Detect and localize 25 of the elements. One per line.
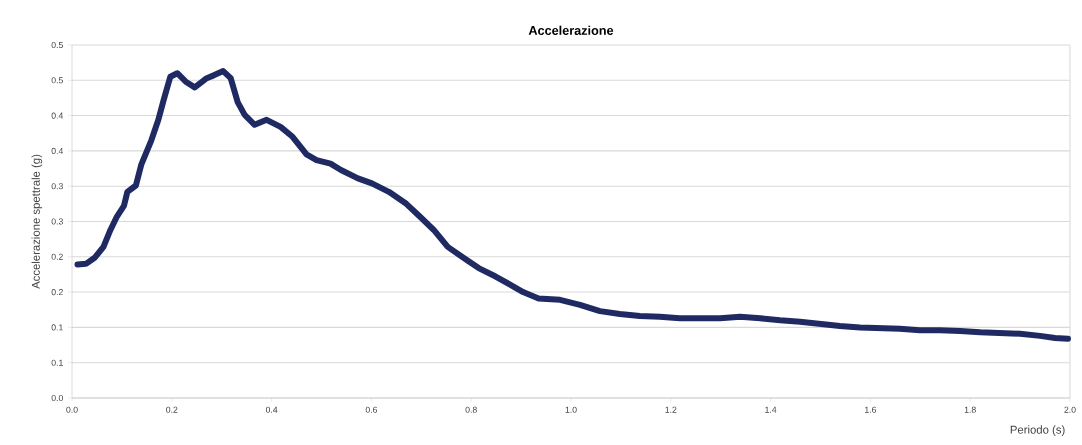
x-tick-label: 0.6 — [365, 406, 378, 413]
y-tick-label: 0.1 — [51, 324, 63, 331]
y-tick-label: 0.4 — [51, 112, 64, 119]
y-tick-label: 0.1 — [51, 359, 63, 366]
x-tick-label: 1.8 — [964, 406, 976, 413]
x-tick-label: 1.0 — [565, 406, 577, 413]
x-axis-title: Periodo (s) — [1010, 425, 1065, 436]
y-tick-label: 0.4 — [51, 147, 64, 154]
x-tick-label: 0.0 — [66, 406, 78, 413]
y-tick-label: 0.3 — [51, 183, 63, 190]
x-tick-label: 0.2 — [166, 406, 178, 413]
x-tick-label: 2.0 — [1064, 406, 1076, 413]
chart-title: Accelerazione — [528, 25, 614, 35]
x-tick-label: 0.8 — [465, 406, 477, 413]
y-tick-label: 0.0 — [51, 394, 63, 402]
x-tick-label: 1.2 — [665, 406, 677, 413]
y-tick-label: 0.2 — [51, 289, 63, 296]
y-tick-label: 0.3 — [51, 218, 63, 225]
y-tick-label: 0.2 — [51, 253, 63, 260]
x-tick-label: 1.6 — [865, 406, 877, 413]
x-tick-label: 1.4 — [765, 406, 777, 413]
x-tick-label: 0.4 — [265, 406, 278, 413]
y-tick-label: 0.5 — [51, 77, 63, 84]
y-tick-label: 0.5 — [51, 41, 63, 49]
y-axis-title: Accelerazione spettrale (g) — [31, 154, 43, 289]
